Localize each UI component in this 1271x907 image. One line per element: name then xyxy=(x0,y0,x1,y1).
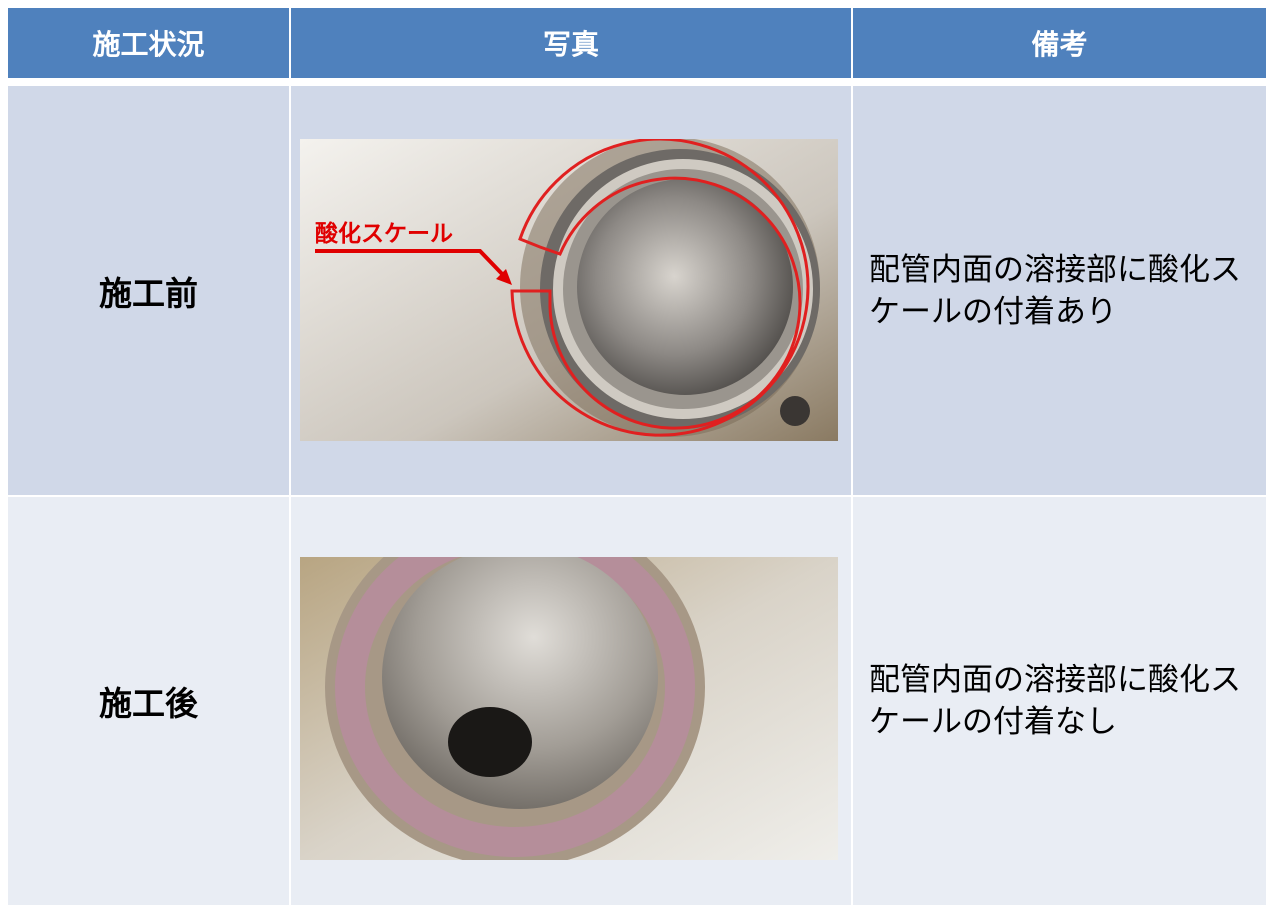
remarks-cell: 配管内面の溶接部に酸化スケールの付着あり xyxy=(853,86,1266,495)
header-cell: 備考 xyxy=(853,8,1266,78)
remarks-text: 配管内面の溶接部に酸化スケールの付着なし xyxy=(869,662,1241,740)
status-cell: 施工前 xyxy=(8,86,289,495)
header-cell: 写真 xyxy=(291,8,851,78)
photo-annotation: 酸化スケール xyxy=(315,220,453,247)
photo-after xyxy=(300,557,838,860)
status-cell: 施工後 xyxy=(8,497,289,905)
header-cell: 施工状況 xyxy=(8,8,289,78)
remarks-cell: 配管内面の溶接部に酸化スケールの付着なし xyxy=(853,497,1266,905)
remarks-text: 配管内面の溶接部に酸化スケールの付着あり xyxy=(869,251,1241,330)
photo-before: 酸化スケール xyxy=(300,139,838,441)
